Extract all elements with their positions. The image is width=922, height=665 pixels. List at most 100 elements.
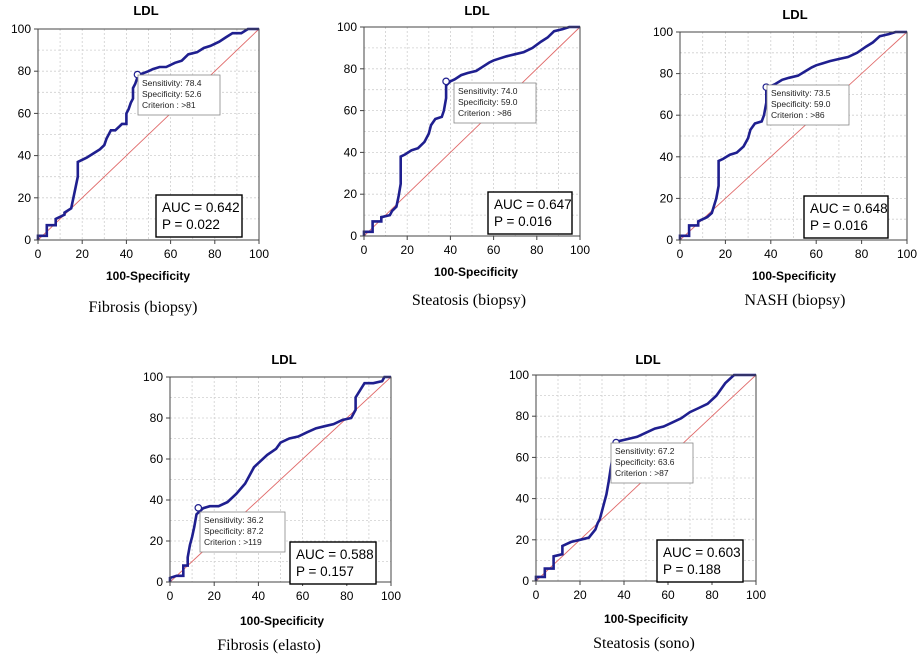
criterion-marker	[442, 77, 450, 86]
chart-panel-steatosis-sono: LDL 0 0 20 20 40 40 60 60 80 80 100 100 Sensitivity…	[497, 345, 787, 665]
chart-title: LDL	[635, 352, 660, 367]
tooltip-box	[453, 82, 537, 124]
tooltip-criterion: Criterion : >87	[615, 468, 669, 478]
tooltip-sensitivity: Sensitivity: 73.5	[771, 88, 831, 98]
x-tick-label: 80	[855, 247, 869, 261]
roc-curve	[36, 27, 259, 240]
auc-box: AUC = 0.603 P = 0.188	[656, 539, 744, 583]
roc-chart-fibrosis-elasto: LDL 00 20 20 40 40 60 60 80 80 100 100 Sensitivity…	[143, 352, 401, 654]
chart-caption: Steatosis (sono)	[593, 635, 695, 652]
reference-diagonal	[37, 28, 260, 241]
tooltip-specificity: Specificity: 59.0	[458, 97, 518, 107]
y-tick-label: 100	[509, 368, 529, 382]
x-tick-label: 100	[746, 588, 766, 602]
chart-panel-fibrosis-biopsy: LDL 0 0 20 20 40 40 60 60 80 80 100 100 Sensitivity…	[0, 0, 290, 330]
tooltip-sensitivity: Sensitivity: 67.2	[615, 446, 675, 456]
chart-caption: Fibrosis (biopsy)	[89, 299, 198, 316]
x-tick-label: 20	[208, 589, 222, 603]
roc-curve	[362, 25, 580, 236]
x-tick-label: 0	[677, 247, 684, 261]
x-tick-label: 40	[120, 247, 134, 261]
chart-title: LDL	[133, 3, 158, 18]
y-tick-label: 80	[516, 409, 530, 423]
tooltip-box	[766, 84, 850, 126]
y-tick-label: 20	[150, 534, 164, 548]
x-tick-label: 0	[361, 243, 368, 257]
x-tick-label: 80	[340, 589, 354, 603]
tooltip-specificity: Specificity: 87.2	[204, 526, 264, 536]
auc-value: AUC = 0.588	[296, 547, 374, 562]
roc-curve	[678, 30, 907, 240]
auc-box-frame	[656, 539, 744, 583]
y-tick-label: 100	[653, 25, 673, 39]
y-tick-label: 60	[516, 450, 530, 464]
x-axis-label: 100-Specificity	[106, 269, 190, 283]
y-tick-label: 100	[143, 370, 163, 384]
auc-box: AUC = 0.647 P = 0.016	[487, 191, 573, 235]
chart-panel-steatosis-biopsy: LDL 0 0 20 20 40 40 60 60 80 80 100 100 Sensitivity…	[326, 0, 616, 330]
y-tick-label: 60	[150, 452, 164, 466]
y-tick-label: 40	[150, 493, 164, 507]
auc-box: AUC = 0.642 P = 0.022	[155, 194, 243, 238]
x-tick-label: 20	[719, 247, 733, 261]
plot-frame	[535, 374, 757, 582]
tooltip-specificity: Specificity: 63.6	[615, 457, 675, 467]
x-tick-label: 20	[573, 588, 587, 602]
y-tick-label: 20	[516, 533, 530, 547]
x-tick-label: 100	[570, 243, 590, 257]
y-tick-label: 20	[660, 191, 674, 205]
y-tick-label: 80	[344, 62, 358, 76]
auc-box-frame	[487, 191, 573, 235]
y-tick-label: 0	[350, 229, 357, 243]
auc-box: AUC = 0.648 P = 0.016	[803, 195, 889, 239]
x-tick-label: 100	[381, 589, 401, 603]
auc-value: AUC = 0.603	[663, 545, 741, 560]
tooltip-criterion: Criterion : >81	[142, 100, 196, 110]
x-tick-label: 0	[35, 247, 42, 261]
roc-chart-steatosis-biopsy: LDL 00 20 20 40 40 60 60 80 80 100 100 Sensitivity…	[337, 3, 590, 309]
p-value: P = 0.016	[494, 214, 552, 229]
criterion-tooltip: Sensitivity: 36.2 Specificity: 87.2 Crit…	[199, 511, 286, 553]
tooltip-criterion: Criterion : >119	[204, 537, 262, 547]
tooltip-criterion: Criterion : >86	[771, 110, 825, 120]
roc-chart-steatosis-sono: LDL 00 20 20 40 40 60 60 80 80 100 100 Sensitivity…	[509, 352, 766, 652]
chart-title: LDL	[782, 7, 807, 22]
reference-diagonal	[679, 31, 908, 241]
tooltip-box	[137, 74, 221, 116]
chart-title: LDL	[464, 3, 489, 18]
tooltip-box	[610, 442, 694, 484]
x-tick-label: 40	[617, 588, 631, 602]
x-tick-label: 60	[296, 589, 310, 603]
y-tick-label: 40	[344, 145, 358, 159]
x-axis-label: 100-Specificity	[752, 269, 836, 283]
y-tick-label: 60	[344, 104, 358, 118]
y-tick-label: 0	[24, 233, 31, 247]
roc-curve	[168, 375, 391, 582]
p-value: P = 0.016	[810, 218, 868, 233]
x-tick-label: 0	[167, 589, 174, 603]
auc-box-frame	[155, 194, 243, 238]
x-tick-label: 20	[401, 243, 415, 257]
x-tick-label: 80	[705, 588, 719, 602]
x-tick-label: 40	[252, 589, 266, 603]
x-tick-label: 60	[661, 588, 675, 602]
auc-value: AUC = 0.647	[494, 197, 572, 212]
y-tick-label: 0	[522, 574, 529, 588]
y-tick-label: 60	[660, 108, 674, 122]
tooltip-sensitivity: Sensitivity: 78.4	[142, 78, 202, 88]
plot-frame	[169, 376, 392, 583]
tooltip-specificity: Specificity: 52.6	[142, 89, 202, 99]
x-tick-label: 100	[897, 247, 917, 261]
x-tick-label: 60	[164, 247, 178, 261]
p-value: P = 0.157	[296, 564, 354, 579]
x-tick-label: 20	[76, 247, 90, 261]
y-tick-label: 20	[18, 191, 32, 205]
x-tick-label: 0	[533, 588, 540, 602]
chart-panel-fibrosis-elasto: LDL 0 0 20 20 40 40 60 60 80 80 100 100 Sensitivity…	[132, 345, 422, 665]
tooltip-sensitivity: Sensitivity: 36.2	[204, 515, 264, 525]
y-tick-label: 40	[516, 492, 530, 506]
criterion-tooltip: Sensitivity: 73.5 Specificity: 59.0 Crit…	[766, 84, 850, 126]
chart-title: LDL	[271, 352, 296, 367]
x-tick-label: 80	[530, 243, 544, 257]
p-value: P = 0.022	[162, 217, 220, 232]
